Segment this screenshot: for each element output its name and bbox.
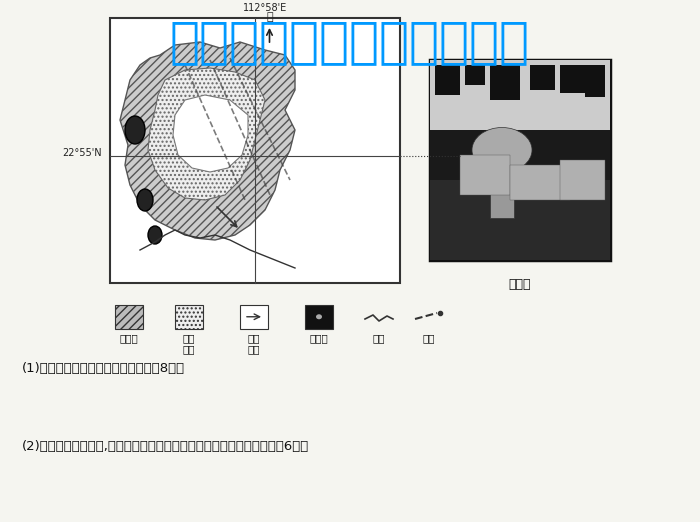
Text: 微信公众号关注，趣找答案: 微信公众号关注，趣找答案 <box>170 18 530 66</box>
Text: (1)简述西樵山多泉水出露的原因。（8分）: (1)简述西樵山多泉水出露的原因。（8分） <box>22 362 185 375</box>
Text: 小岗丘: 小岗丘 <box>309 333 328 343</box>
Text: 北: 北 <box>266 12 273 22</box>
Ellipse shape <box>125 116 145 144</box>
Bar <box>490 168 514 218</box>
Bar <box>430 60 610 260</box>
Bar <box>510 165 570 200</box>
Bar <box>430 60 610 260</box>
Bar <box>530 65 555 90</box>
Bar <box>115 305 143 329</box>
Text: 22°55'N: 22°55'N <box>62 148 102 158</box>
Ellipse shape <box>316 314 322 319</box>
Ellipse shape <box>472 127 532 172</box>
Polygon shape <box>120 42 295 240</box>
Text: 老冲
积扇: 老冲 积扇 <box>183 333 195 354</box>
Bar <box>430 180 610 260</box>
Text: (2)从外力作用的角度,推测冬菇石顶部砾大较圆滑、根部较小的原因。（6分）: (2)从外力作用的角度,推测冬菇石顶部砾大较圆滑、根部较小的原因。（6分） <box>22 440 309 453</box>
Polygon shape <box>148 68 265 200</box>
Bar <box>305 305 333 329</box>
Text: 新冲
积扇: 新冲 积扇 <box>248 333 260 354</box>
Bar <box>110 18 400 283</box>
Text: 112°58'E: 112°58'E <box>243 3 287 13</box>
Bar <box>465 65 485 85</box>
Bar <box>175 305 203 329</box>
Bar <box>430 60 610 130</box>
Text: 冬菇石: 冬菇石 <box>509 278 531 291</box>
Text: 河流: 河流 <box>372 333 385 343</box>
Bar <box>435 65 460 95</box>
Bar <box>560 160 605 200</box>
Ellipse shape <box>148 226 162 244</box>
Bar <box>240 305 268 329</box>
Bar <box>560 65 590 93</box>
Text: 断层: 断层 <box>423 333 435 343</box>
Text: 火山丘: 火山丘 <box>120 333 139 343</box>
Polygon shape <box>173 95 248 172</box>
Ellipse shape <box>137 189 153 211</box>
Bar <box>585 65 605 97</box>
Bar <box>490 65 520 100</box>
Bar <box>460 155 510 195</box>
